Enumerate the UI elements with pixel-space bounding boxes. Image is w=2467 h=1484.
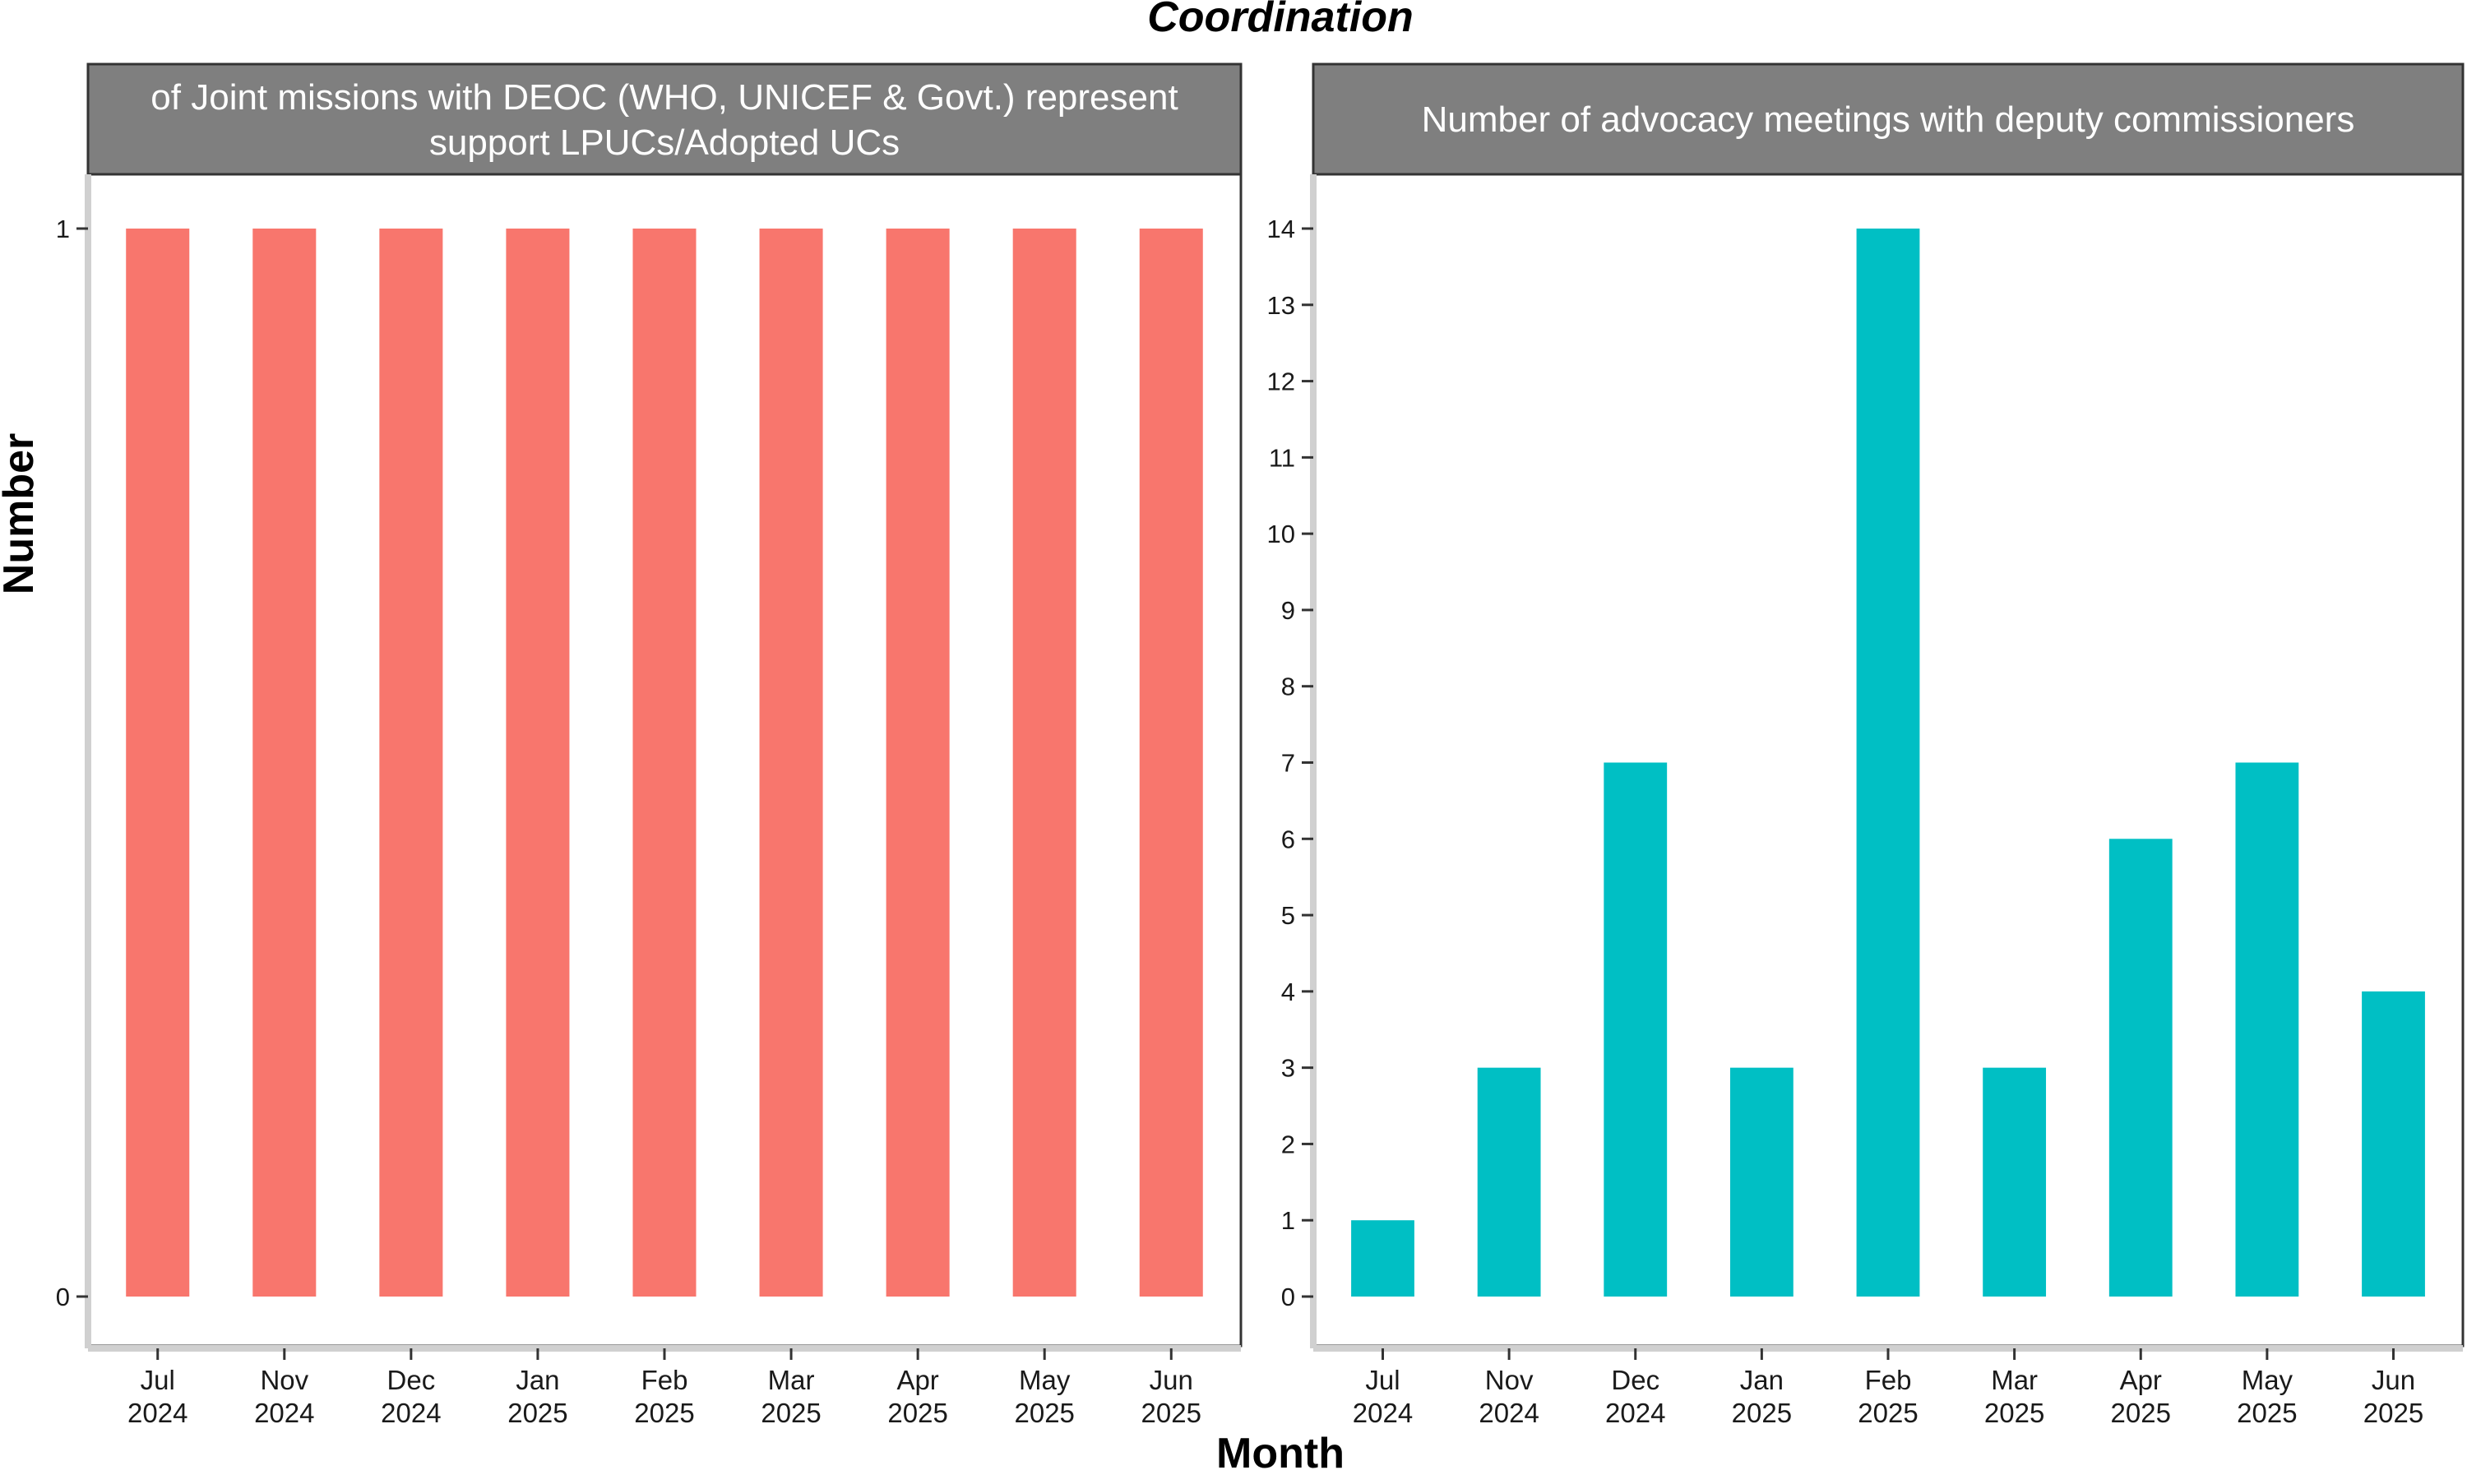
bar: [886, 229, 950, 1297]
x-tick-label: Apr 2025: [2111, 1365, 2171, 1428]
bar: [126, 229, 190, 1297]
bar: [1983, 1067, 2047, 1297]
y-tick-label: 7: [1281, 749, 1295, 778]
bar: [1604, 762, 1668, 1297]
y-tick-label: 11: [1269, 443, 1295, 472]
x-tick-label: Nov 2024: [1479, 1365, 1539, 1428]
x-tick-label: Jun 2025: [2363, 1365, 2423, 1428]
y-tick-label: 12: [1267, 368, 1295, 396]
bar: [379, 229, 443, 1297]
x-tick-label: Nov 2024: [254, 1365, 314, 1428]
facet-strip-label: Number of advocacy meetings with deputy …: [1422, 99, 2355, 140]
x-tick-label: Jan 2025: [507, 1365, 567, 1428]
bar: [252, 229, 317, 1297]
y-axis-title: Number: [0, 433, 43, 594]
y-tick-label: 0: [1281, 1283, 1295, 1311]
chart-title: Coordination: [1147, 0, 1414, 41]
bar: [2362, 991, 2425, 1297]
y-tick-label: 14: [1267, 215, 1295, 243]
x-tick-label: Jan 2025: [1732, 1365, 1792, 1428]
x-axis-title: Month: [1216, 1430, 1345, 1477]
y-tick-label: 5: [1281, 901, 1295, 930]
facet-strip-label-line-2: support LPUCs/Adopted UCs: [429, 123, 900, 163]
x-tick-label: May 2025: [2237, 1365, 2297, 1428]
x-tick-label: Mar 2025: [1984, 1365, 2044, 1428]
y-tick-label: 13: [1267, 291, 1295, 320]
bar: [1856, 229, 1920, 1297]
facet-strip-label-line-1: of Joint missions with DEOC (WHO, UNICEF…: [150, 77, 1178, 118]
x-tick-label: Jul 2024: [1353, 1365, 1413, 1428]
y-tick-label: 9: [1281, 596, 1295, 625]
bar: [632, 229, 697, 1297]
x-tick-label: May 2025: [1014, 1365, 1074, 1428]
x-tick-label: Mar 2025: [761, 1365, 821, 1428]
y-tick-label: 1: [56, 215, 70, 243]
bar: [2108, 839, 2173, 1297]
y-tick-label: 1: [1281, 1206, 1295, 1235]
bar: [1477, 1067, 1541, 1297]
x-tick-label: Feb 2025: [1858, 1365, 1918, 1428]
facet-strip: [1312, 62, 2465, 176]
x-tick-label: Apr 2025: [887, 1365, 947, 1428]
bar: [759, 229, 823, 1297]
facet-strip: [86, 62, 1243, 176]
y-tick-label: 8: [1281, 673, 1295, 701]
y-tick-label: 4: [1281, 978, 1295, 1006]
facet-panel-advocacy-meetings: Number of advocacy meetings with deputy …: [1267, 62, 2465, 1428]
bar: [1729, 1067, 1794, 1297]
y-tick-label: 6: [1281, 825, 1295, 853]
facet-panel-joint-missions: of Joint missions with DEOC (WHO, UNICEF…: [56, 62, 1243, 1428]
y-tick-label: 3: [1281, 1054, 1295, 1083]
bar: [506, 229, 570, 1297]
y-tick-label: 0: [56, 1283, 70, 1311]
x-tick-label: Feb 2025: [634, 1365, 694, 1428]
bar: [1351, 1220, 1414, 1297]
y-tick-label: 2: [1281, 1130, 1295, 1158]
x-tick-label: Dec 2024: [1605, 1365, 1665, 1428]
x-tick-label: Dec 2024: [381, 1365, 441, 1428]
x-tick-label: Jun 2025: [1141, 1365, 1201, 1428]
bar: [1012, 229, 1076, 1297]
bar: [1139, 229, 1203, 1297]
x-tick-label: Jul 2024: [127, 1365, 187, 1428]
bar: [2235, 762, 2299, 1297]
y-tick-label: 10: [1267, 520, 1295, 548]
